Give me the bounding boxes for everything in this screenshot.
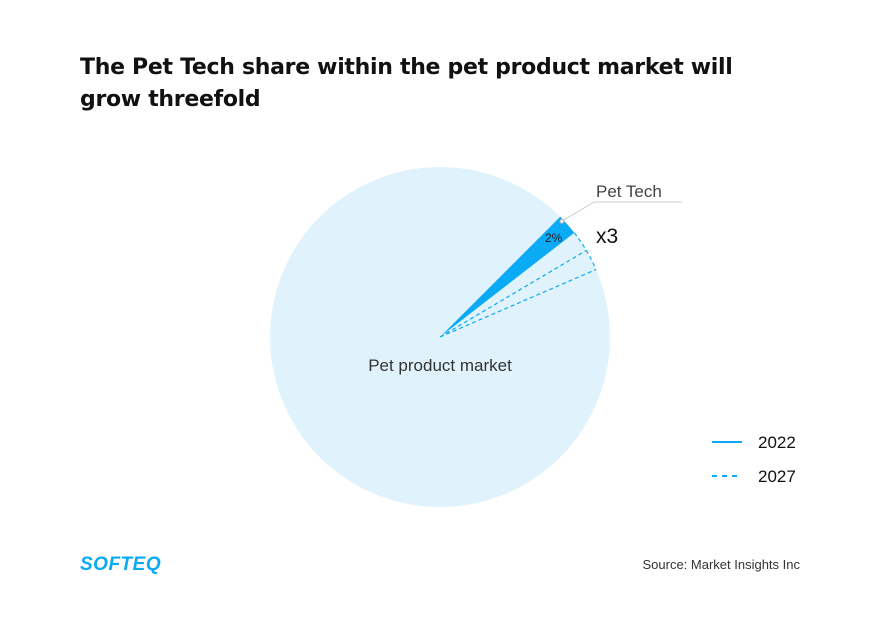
source-note: Source: Market Insights Inc (642, 557, 800, 572)
chart-title: The Pet Tech share within the pet produc… (80, 55, 733, 112)
pie-slice-pet-tech-2027 (439, 232, 597, 338)
slice-label-market: Pet product market (368, 356, 512, 375)
label-leader-dot (559, 218, 565, 224)
legend-label-2022: 2022 (758, 433, 796, 452)
label-leader-line (561, 201, 595, 222)
slice-label-pet-tech: Pet Tech (596, 182, 662, 201)
dashed-boundary-2027 (439, 249, 587, 338)
data-label-2022: 2% (545, 231, 563, 245)
legend-label-2027: 2027 (758, 467, 796, 486)
legend: 2022 2027 (712, 433, 796, 486)
dashed-boundary-2027 (439, 268, 597, 338)
growth-label: x3 (596, 225, 618, 248)
pie-slice-pet-tech-2022 (440, 216, 575, 337)
softeq-logo: SOFTEQ (80, 554, 162, 575)
